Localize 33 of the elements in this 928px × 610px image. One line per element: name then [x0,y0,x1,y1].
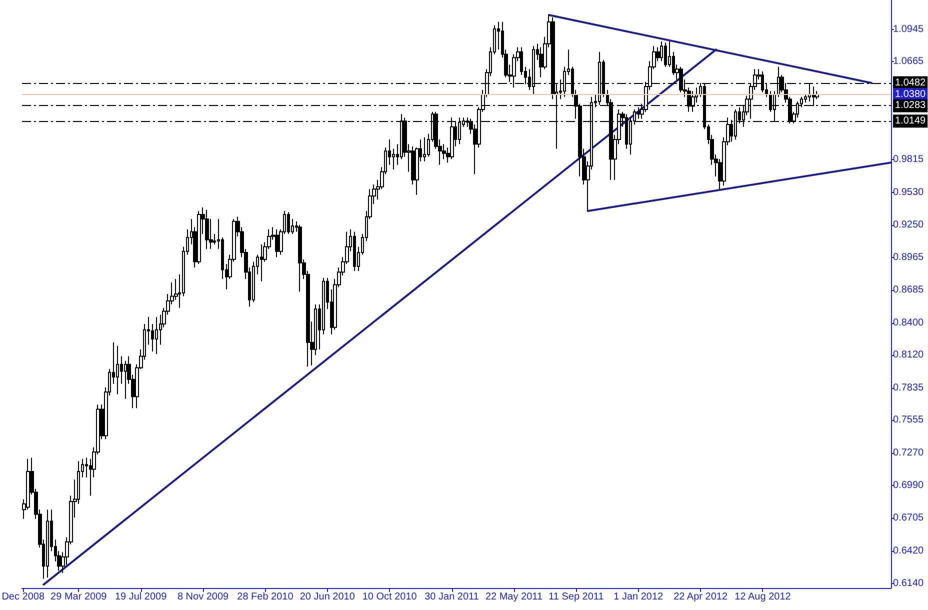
y-tick-label: 0.7270 [893,448,924,459]
y-tick-label: 0.8965 [893,252,924,264]
x-tick-label: 11 Sep 2011 [548,592,604,602]
x-tick-label: 1 Jan 2012 [614,592,664,602]
y-tick-label: 0.6705 [893,512,924,524]
y-tick-label: 0.9815 [893,154,924,166]
y-tick-label: 1.0945 [893,24,924,35]
y-tick-label: 0.9250 [893,219,924,230]
x-tick-label: 29 Mar 2009 [50,592,108,602]
y-tick-label: 0.6140 [893,578,924,589]
y-tick-label: 0.6990 [893,480,924,491]
x-tick-label: 22 Apr 2012 [674,592,728,602]
x-tick-label: 30 Jan 2011 [424,592,480,602]
x-tick-label: 22 May 2011 [485,592,543,602]
y-tick-label: 0.9530 [893,187,924,198]
y-tick-label: 0.6420 [893,546,924,557]
x-tick-label: 12 Aug 2012 [734,592,792,602]
ref-line-label: 1.0482 [895,77,926,88]
y-tick-label: 0.8120 [893,350,924,361]
y-tick-label: 0.7555 [893,414,924,426]
y-tick-label: 1.0665 [893,56,924,68]
ref-line-label: 1.0149 [895,116,926,127]
x-tick-label: 28 Feb 2010 [237,592,294,602]
x-tick-label: 10 Oct 2010 [362,592,418,602]
y-tick-label: 0.8685 [893,284,924,296]
ref-line-label: 1.0380 [895,89,926,100]
y-tick-label: 0.7835 [893,382,924,394]
x-tick-label: 19 Jul 2009 [114,592,168,602]
y-tick-label: 0.8400 [893,317,924,328]
x-tick-label: Dec 2008 [2,592,45,602]
x-tick-label: 20 Jun 2010 [300,592,356,602]
x-tick-label: 8 Nov 2009 [177,592,230,602]
ref-line-label: 1.0283 [895,100,926,112]
